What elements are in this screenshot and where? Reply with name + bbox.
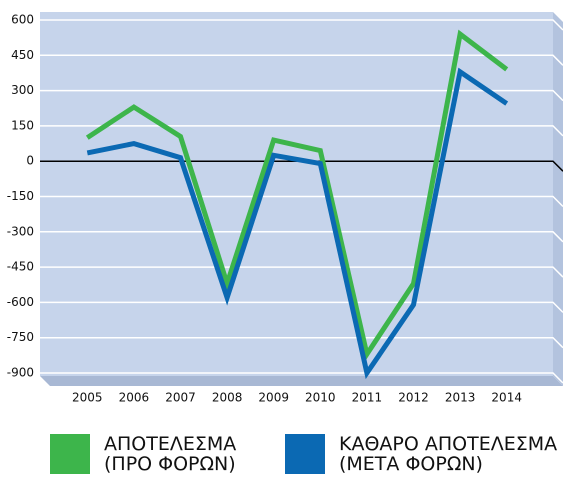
x-tick-label: 2006	[119, 391, 150, 405]
y-tick-label: -600	[7, 295, 34, 309]
grid-line	[40, 336, 563, 349]
chart: 600 450 300 150 0 -150 -300 -450 -600 -750 -900 200…	[7, 12, 563, 405]
x-tick-label: 2012	[398, 391, 429, 405]
x-tick-label: 2009	[258, 391, 289, 405]
x-tick-label: 2013	[445, 391, 476, 405]
x-tick-label: 2011	[352, 391, 383, 405]
grid-line	[40, 125, 563, 137]
y-tick-label: 300	[11, 83, 34, 97]
legend-label: ΑΠΟΤΕΛΕΣΜΑ (ΠΡΟ ΦΟΡΩΝ)	[104, 433, 237, 475]
plot-side	[553, 12, 563, 386]
x-tick-label: 2008	[212, 391, 243, 405]
plot-floor	[40, 376, 563, 386]
grid-line	[40, 54, 563, 66]
x-tick-label: 2005	[72, 391, 103, 405]
legend-item: ΑΠΟΤΕΛΕΣΜΑ (ΠΡΟ ΦΟΡΩΝ)	[50, 434, 236, 474]
legend-label: ΚΑΘΑΡΟ ΑΠΟΤΕΛΕΣΜΑ (ΜΕΤΑ ΦΟΡΩΝ)	[339, 433, 558, 475]
y-tick-label: -900	[7, 366, 34, 380]
y-tick-label: -750	[7, 330, 34, 344]
y-tick-label: -150	[7, 189, 34, 203]
grid-line	[40, 19, 563, 31]
grid-line	[40, 372, 563, 384]
grid-line	[40, 266, 563, 278]
y-tick-label: 0	[26, 154, 34, 168]
x-tick-label: 2010	[305, 391, 336, 405]
plot-background	[40, 12, 553, 376]
y-tick-label: 150	[11, 118, 34, 132]
grid-line	[40, 195, 563, 208]
legend-item: ΚΑΘΑΡΟ ΑΠΟΤΕΛΕΣΜΑ (ΜΕΤΑ ΦΟΡΩΝ)	[285, 434, 557, 474]
x-tick-label: 2014	[491, 391, 522, 405]
line-series	[86, 67, 509, 380]
grid-line	[40, 89, 563, 102]
y-tick-label: -300	[7, 224, 34, 238]
x-tick-label: 2007	[165, 391, 196, 405]
y-tick-label: -450	[7, 260, 34, 274]
legend-swatch	[50, 434, 90, 474]
y-tick-label: 600	[11, 13, 34, 27]
line-series	[85, 29, 509, 361]
legend-swatch	[285, 434, 325, 474]
y-tick-label: 450	[11, 48, 34, 62]
zero-line	[40, 160, 563, 172]
grid-line	[40, 301, 563, 313]
